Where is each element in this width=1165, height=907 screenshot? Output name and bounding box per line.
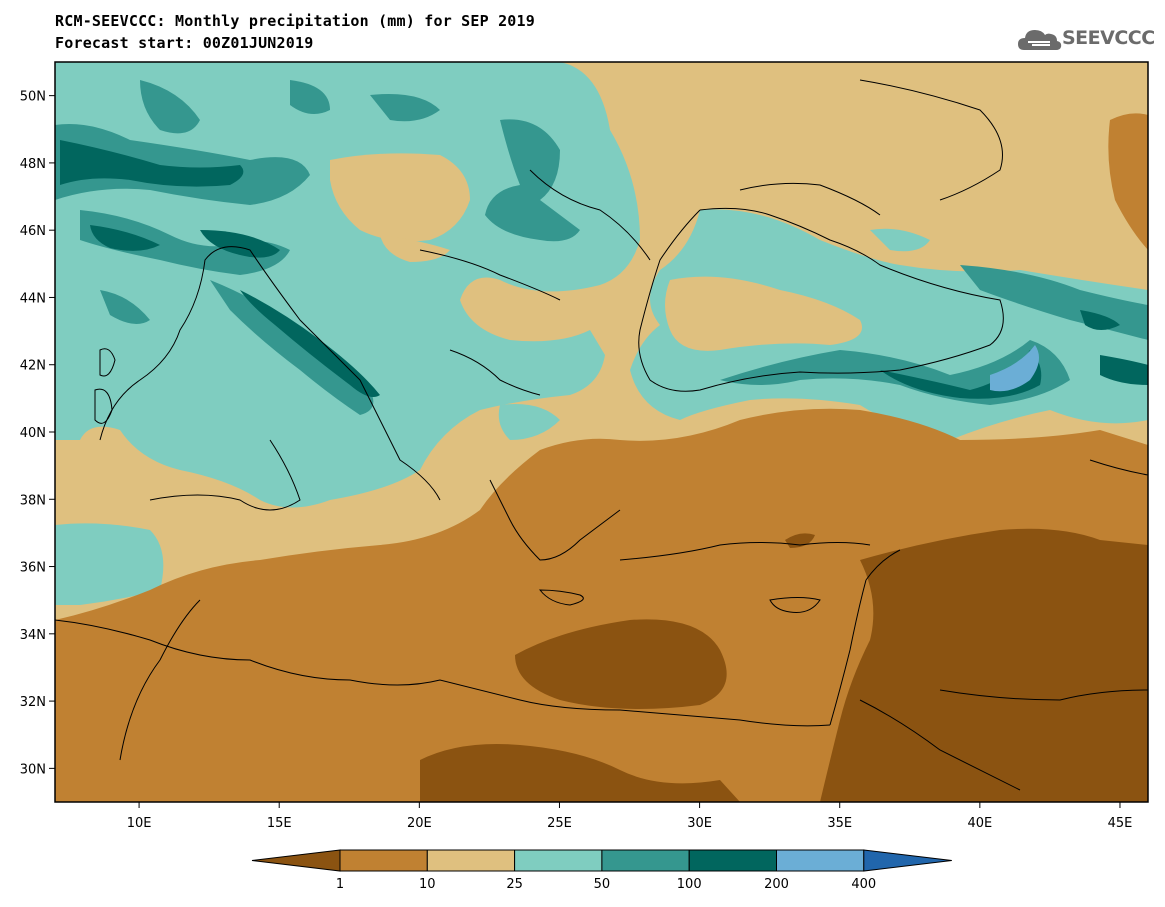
colorbar-label: 100 [677,877,702,892]
lon-tick-label: 30E [687,816,712,831]
colorbar-over-triangle [863,849,952,872]
logo-text: SEEVCCC [1062,27,1155,49]
lat-tick-label: 40N [20,426,46,441]
lon-tick-label: 35E [827,816,852,831]
colorbar-swatch [514,849,603,872]
lat-tick-label: 48N [20,157,46,172]
lon-tick-label: 45E [1108,816,1133,831]
lat-tick-label: 38N [20,493,46,508]
lon-tick-label: 10E [127,816,152,831]
lat-tick-label: 34N [20,628,46,643]
lat-tick-label: 46N [20,224,46,239]
colorbar-swatch [601,849,690,872]
latitude-axis: 50N 48N 46N 44N 42N 40N 38N 36N 34N 32N 30N [20,90,55,777]
lat-tick-label: 50N [20,90,46,105]
lat-tick-label: 32N [20,695,46,710]
colorbar-label: 1 [336,877,344,892]
colorbar-under-triangle [251,849,341,872]
colorbar-swatch [688,849,778,872]
lat-tick-label: 42N [20,359,46,374]
lon-tick-label: 40E [967,816,992,831]
lat-tick-label: 30N [20,762,46,777]
colorbar-swatch [776,849,865,872]
lon-tick-label: 25E [547,816,572,831]
cloud-icon [1018,30,1062,50]
colorbar: 1 10 25 50 100 200 400 [251,849,952,892]
forecast-start-label: Forecast start: 00Z01JUN2019 [55,34,314,52]
colorbar-swatch [339,849,428,872]
lon-tick-label: 15E [267,816,292,831]
coastlines [55,79,1148,791]
lat-tick-label: 36N [20,561,46,576]
colorbar-label: 25 [506,877,523,892]
map-title: RCM-SEEVCCC: Monthly precipitation (mm) … [55,12,535,30]
colorbar-label: 400 [851,877,876,892]
colorbar-swatch [426,849,516,872]
lat-tick-label: 44N [20,291,46,306]
longitude-axis: 10E 15E 20E 25E 30E 35E 40E 45E [127,802,1133,831]
colorbar-label: 200 [764,877,789,892]
lon-tick-label: 20E [407,816,432,831]
colorbar-label: 10 [419,877,436,892]
precipitation-field [55,62,1148,802]
colorbar-label: 50 [594,877,611,892]
